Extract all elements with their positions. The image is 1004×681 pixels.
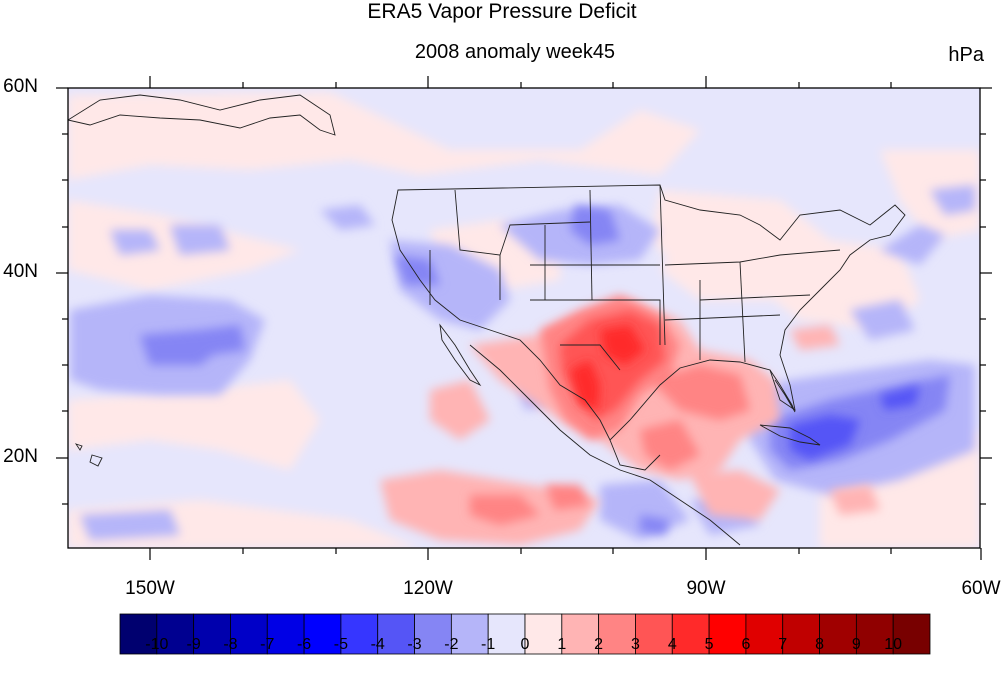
anomaly-field	[68, 92, 980, 548]
colorbar-swatch	[156, 613, 195, 655]
colorbar-tick-label: 2	[594, 636, 604, 653]
colorbar-swatch	[524, 613, 563, 655]
colorbar-swatch	[782, 613, 820, 655]
lat-label-20n: 20N	[3, 446, 38, 467]
colorbar-swatch	[340, 613, 379, 655]
colorbar-swatch	[892, 613, 931, 655]
colorbar-swatch	[745, 613, 784, 655]
colorbar-tick-label: 5	[704, 636, 714, 653]
colorbar-swatch	[855, 613, 894, 655]
colorbar-tick-label: -7	[260, 636, 275, 653]
map-title: ERA5 Vapor Pressure Deficit	[367, 0, 637, 23]
lat-label-60n: 60N	[3, 76, 38, 97]
lon-label-60w: 60W	[961, 578, 1001, 599]
colorbar-tick-label: 10	[884, 636, 903, 653]
colorbar-tick-label: 8	[815, 636, 824, 653]
colorbar-tick-label: -1	[481, 636, 496, 653]
colorbar-swatch	[119, 613, 158, 655]
lon-label-120w: 120W	[403, 578, 453, 599]
map-subtitle: 2008 anomaly week45	[414, 41, 616, 63]
map-frame	[67, 87, 981, 549]
colorbar-tick-label: -5	[333, 636, 349, 653]
colorbar-swatch	[708, 613, 747, 655]
colorbar-tick-label: -4	[370, 636, 385, 653]
colorbar-tick-label: 0	[520, 636, 530, 653]
colorbar-swatch	[598, 613, 636, 655]
colorbar-tick-label: -3	[407, 636, 422, 653]
colorbar-tick-label: -9	[186, 636, 201, 653]
colorbar-tick-label: 7	[778, 636, 788, 653]
ticks	[56, 76, 992, 560]
colorbar-swatch	[303, 613, 342, 655]
colorbar-swatch	[671, 613, 710, 655]
colorbar-swatch	[377, 613, 415, 655]
colorbar	[119, 613, 931, 655]
colorbar-swatch	[266, 613, 305, 655]
lon-label-90w: 90W	[686, 578, 726, 599]
colorbar-swatch	[450, 613, 489, 655]
colorbar-tick-label: 9	[851, 636, 861, 653]
colorbar-swatch	[635, 613, 673, 655]
colorbar-swatch	[414, 613, 452, 655]
coastlines	[68, 94, 906, 546]
colorbar-tick-label: -10	[145, 636, 169, 653]
colorbar-tick-label: -6	[296, 636, 312, 653]
colorbar-swatch	[193, 613, 231, 655]
colorbar-tick-label: 6	[741, 636, 751, 653]
colorbar-swatch	[561, 613, 600, 655]
colorbar-swatch	[487, 613, 526, 655]
colorbar-tick-label: 1	[557, 636, 567, 653]
colorbar-tick-label: 3	[631, 636, 640, 653]
colorbar-tick-label: -2	[444, 636, 459, 653]
colorbar-swatch	[230, 613, 268, 655]
lat-label-40n: 40N	[3, 261, 38, 282]
colorbar-tick-label: 4	[667, 636, 677, 653]
units-label: hPa	[948, 44, 984, 66]
lon-label-150w: 150W	[125, 578, 175, 599]
colorbar-tick-label: -8	[223, 636, 238, 653]
colorbar-swatch	[819, 613, 857, 655]
